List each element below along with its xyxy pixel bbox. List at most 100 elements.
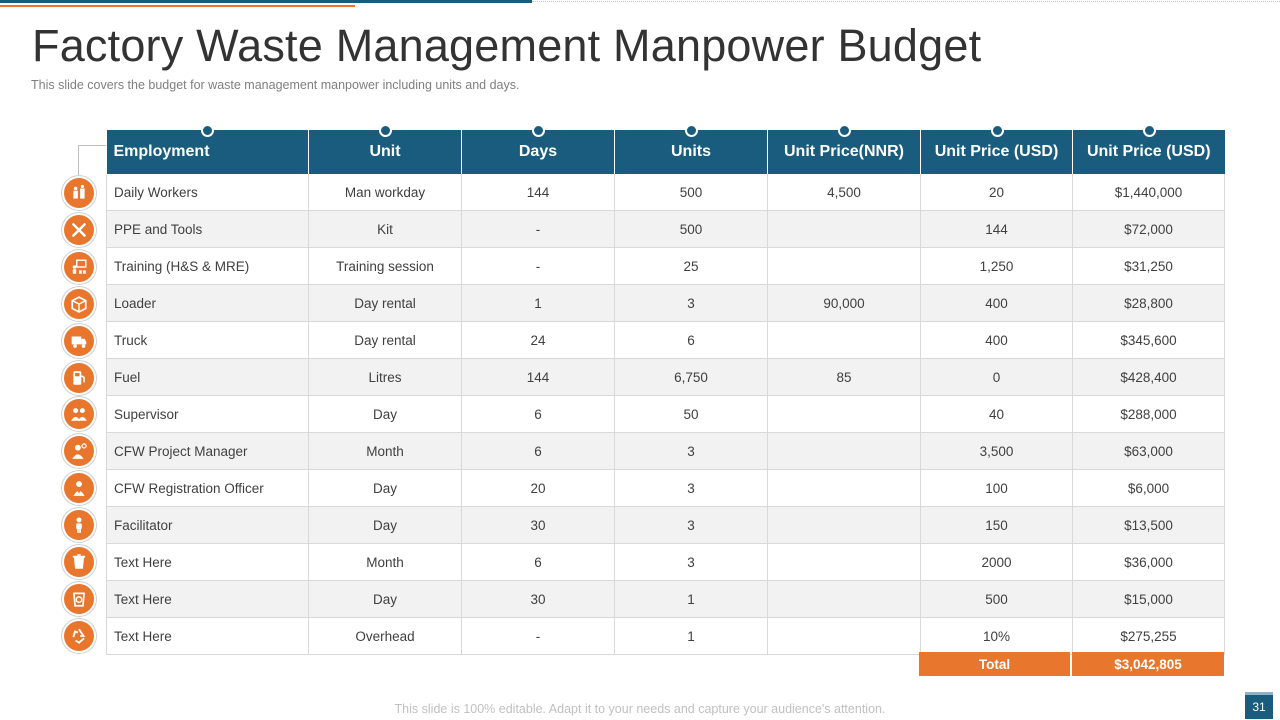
row-icon-cell bbox=[62, 175, 96, 212]
slide-subtitle: This slide covers the budget for waste m… bbox=[31, 78, 520, 92]
table-cell: - bbox=[461, 210, 615, 248]
page-number: 31 bbox=[1245, 692, 1273, 719]
header-cell: Units bbox=[614, 124, 768, 174]
table-cell: 30 bbox=[461, 506, 615, 544]
table-cell: Man workday bbox=[308, 174, 462, 211]
table-body: Daily Workers Man workday 144 500 4,500 20 $1,… bbox=[106, 174, 1225, 655]
table-cell: 10% bbox=[920, 617, 1073, 655]
header-dot bbox=[379, 124, 392, 137]
table-cell: Daily Workers bbox=[106, 174, 309, 211]
table-cell: 1,250 bbox=[920, 247, 1073, 285]
table-cell: 6 bbox=[461, 543, 615, 581]
top-dotted-line bbox=[532, 1, 1280, 2]
table-cell: 90,000 bbox=[767, 284, 921, 322]
table-cell: $1,440,000 bbox=[1072, 174, 1225, 211]
table-cell: 25 bbox=[614, 247, 768, 285]
row-icon-cell bbox=[62, 286, 96, 323]
table-cell: 2000 bbox=[920, 543, 1073, 581]
table-cell: 20 bbox=[920, 174, 1073, 211]
table-cell: $345,600 bbox=[1072, 321, 1225, 359]
table-row: Loader Day rental 1 3 90,000 400 $28,800 bbox=[106, 284, 1225, 322]
table-cell: 1 bbox=[614, 580, 768, 618]
table-cell: 3 bbox=[614, 506, 768, 544]
table-cell: Training (H&S & MRE) bbox=[106, 247, 309, 285]
row-icon-cell bbox=[62, 543, 96, 580]
table-cell bbox=[767, 580, 921, 618]
row-icon-cell bbox=[62, 249, 96, 286]
total-value: $3,042,805 bbox=[1072, 652, 1224, 676]
row-icon-cell bbox=[62, 580, 96, 617]
header-cell: Unit bbox=[308, 124, 462, 174]
table-cell: 40 bbox=[920, 395, 1073, 433]
recycle-icon bbox=[64, 620, 94, 651]
table-cell: 3 bbox=[614, 543, 768, 581]
header-dot bbox=[201, 124, 215, 137]
table-cell: $28,800 bbox=[1072, 284, 1225, 322]
team-icon bbox=[64, 399, 94, 430]
row-icon-cell bbox=[62, 322, 96, 359]
table-row: Supervisor Day 6 50 40 $288,000 bbox=[106, 395, 1225, 433]
table-cell: 85 bbox=[767, 358, 921, 396]
table-cell: Supervisor bbox=[106, 395, 309, 433]
header-dot bbox=[990, 124, 1004, 137]
table-cell: 6 bbox=[461, 432, 615, 470]
table-cell: 500 bbox=[614, 210, 768, 248]
table-cell: 144 bbox=[461, 358, 615, 396]
table-row: Text Here Overhead -1 10% $275,255 bbox=[106, 617, 1225, 655]
person-icon bbox=[64, 510, 94, 541]
table-cell: $36,000 bbox=[1072, 543, 1225, 581]
table-cell: $63,000 bbox=[1072, 432, 1225, 470]
table-cell: Text Here bbox=[106, 617, 309, 655]
table-cell bbox=[767, 321, 921, 359]
table-cell: $15,000 bbox=[1072, 580, 1225, 618]
table-cell: 24 bbox=[461, 321, 615, 359]
table-cell: $31,250 bbox=[1072, 247, 1225, 285]
table-row: CFW Project Manager Month 6 3 3,500 $63,000 bbox=[106, 432, 1225, 470]
row-icon-cell bbox=[62, 359, 96, 396]
table-header-row: Employment Unit Days Units Unit Price(NN… bbox=[106, 124, 1225, 174]
table-cell: 500 bbox=[614, 174, 768, 211]
manager-icon bbox=[64, 436, 94, 467]
row-icon-cell bbox=[62, 470, 96, 507]
table-cell bbox=[767, 247, 921, 285]
total-label: Total bbox=[919, 652, 1070, 676]
table-cell bbox=[767, 432, 921, 470]
top-accent-blue-line bbox=[0, 0, 532, 3]
table-row: Fuel Litres 144 6,750 85 0 $428,400 bbox=[106, 358, 1225, 396]
table-cell: Day bbox=[308, 506, 462, 544]
recycle-bin-icon bbox=[64, 583, 94, 614]
header-dot bbox=[1142, 124, 1156, 137]
table-cell bbox=[767, 543, 921, 581]
row-icon-column bbox=[62, 175, 96, 654]
table-cell: CFW Registration Officer bbox=[106, 469, 309, 507]
header-cell: Employment bbox=[106, 124, 309, 174]
header-cell: Unit Price(NNR) bbox=[767, 124, 921, 174]
table-cell: 144 bbox=[920, 210, 1073, 248]
table-cell: PPE and Tools bbox=[106, 210, 309, 248]
connector-line bbox=[78, 145, 106, 146]
header-dot bbox=[838, 124, 851, 137]
table-cell: 3,500 bbox=[920, 432, 1073, 470]
table-cell: Kit bbox=[308, 210, 462, 248]
table-cell: 400 bbox=[920, 284, 1073, 322]
table-cell: 1 bbox=[614, 617, 768, 655]
table-cell: 3 bbox=[614, 284, 768, 322]
table-cell: Fuel bbox=[106, 358, 309, 396]
table-cell: Overhead bbox=[308, 617, 462, 655]
table-row: Training (H&S & MRE) Training session -25 1… bbox=[106, 247, 1225, 285]
table-cell: Day bbox=[308, 580, 462, 618]
table-cell: 400 bbox=[920, 321, 1073, 359]
table-cell: 30 bbox=[461, 580, 615, 618]
table-cell: Month bbox=[308, 543, 462, 581]
connector-line bbox=[78, 145, 79, 175]
box-icon bbox=[64, 288, 94, 319]
table-cell: - bbox=[461, 617, 615, 655]
table-cell bbox=[767, 395, 921, 433]
officer-icon bbox=[64, 473, 94, 504]
table-cell: Truck bbox=[106, 321, 309, 359]
table-cell bbox=[767, 469, 921, 507]
table-cell: 3 bbox=[614, 432, 768, 470]
table-row: Text Here Day 30 1 500 $15,000 bbox=[106, 580, 1225, 618]
table-cell: 500 bbox=[920, 580, 1073, 618]
table-cell: 6,750 bbox=[614, 358, 768, 396]
